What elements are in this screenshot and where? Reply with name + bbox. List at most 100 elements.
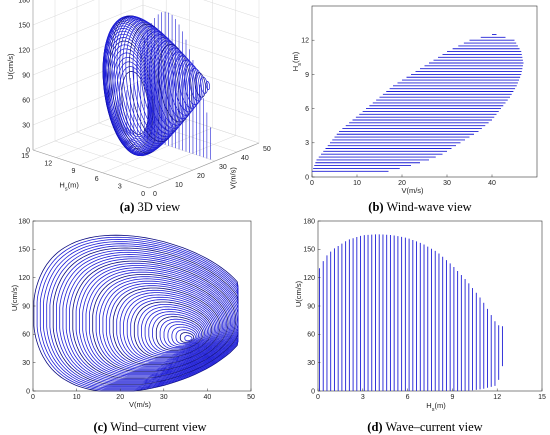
wind-current-ylabel: U(cm/s) — [10, 284, 19, 311]
3d-y-axis-title: Hs(m) — [59, 181, 79, 193]
3d-surface-ring — [149, 37, 189, 129]
wind-current-contour — [89, 271, 230, 373]
wave-current-ylabel: U(cm/s) — [294, 280, 303, 307]
wind-current-contour — [72, 260, 237, 379]
wave-current-y-tick-label: 60 — [307, 332, 315, 339]
caption-b: (b) Wind-wave view — [368, 200, 471, 214]
wind-current-contour — [39, 238, 239, 390]
wind-current-contour — [141, 306, 210, 356]
wind-wave-y-tick-label: 0 — [305, 174, 309, 181]
3d-surface-ring — [178, 59, 200, 109]
wind-current-contour — [82, 267, 233, 376]
wave-current-x-tick-label: 3 — [361, 394, 365, 401]
3d-surface-ring — [140, 31, 185, 135]
3d-surface-ring — [116, 17, 173, 150]
wind-current-contour — [159, 318, 202, 350]
wind-current-contour — [49, 245, 239, 387]
wind-current-contour — [152, 313, 206, 352]
3d-z-axis-title: U(cm/s) — [6, 53, 15, 80]
wind-current-contour — [36, 236, 239, 391]
3d-z-tick-label: 0 — [26, 147, 30, 154]
caption-b-text: Wind-wave view — [386, 200, 471, 214]
wave-current-y-tick-label: 180 — [303, 218, 315, 225]
wind-current-contour — [163, 321, 201, 349]
wind-current-contour — [65, 256, 239, 381]
3d-surface — [102, 11, 211, 160]
wind-wave-xlabel: V(m/s) — [401, 186, 424, 195]
3d-wall-grid-line — [142, 4, 260, 44]
wind-current-contour — [92, 274, 229, 372]
wind-current-y-tick-label: 30 — [22, 360, 30, 367]
wind-wave-y-tick-label: 6 — [305, 106, 309, 113]
wind-wave-series — [312, 34, 524, 172]
wind-current-contour — [46, 243, 239, 388]
wind-current-x-tick-label: 40 — [204, 394, 212, 401]
wind-wave-y-tick-label: 12 — [301, 38, 309, 45]
wave-current-y-tick-label: 0 — [311, 388, 315, 395]
3d-surface-ring — [173, 55, 198, 113]
wind-current-contour — [171, 326, 198, 346]
wind-current-contour — [109, 285, 222, 367]
wind-current-contour — [102, 280, 225, 369]
wave-current-x-tick-label: 15 — [538, 394, 546, 401]
wave-current-xlabel: Hs(m) — [426, 401, 446, 413]
wave-current-x-tick-label: 9 — [450, 394, 454, 401]
wave-current-y-tick-label: 150 — [303, 247, 315, 254]
wave-current-y-tick-label: 120 — [303, 275, 315, 282]
3d-surface-ring — [194, 72, 206, 98]
wind-current-contour — [119, 292, 218, 363]
panel-wind-wave-view: 0 10 20 30 40 0 3 6 9 12 V(m/s) Hs(m) — [291, 5, 538, 195]
3d-surface-ring — [111, 15, 170, 153]
3d-wall-grid-line — [32, 104, 144, 151]
3d-axis-labels: 0 30 60 90 120 150 180 0 10 20 30 40 50 0 3 6 9 12 15 U(cm/… — [6, 0, 271, 198]
3d-x-tick-label: 20 — [197, 173, 205, 180]
wind-current-contour — [137, 304, 211, 357]
caption-a-text: 3D view — [138, 200, 181, 214]
3d-surface-ring — [113, 16, 172, 152]
3d-surface-ring — [119, 18, 175, 148]
wind-current-contour — [148, 311, 207, 354]
wind-current-contour — [85, 269, 232, 374]
3d-z-tick-label: 120 — [18, 47, 30, 54]
wind-current-y-tick-label: 90 — [22, 303, 30, 310]
wind-current-contour — [69, 258, 238, 380]
3d-wall-grid-line — [203, 0, 260, 19]
3d-wall-grid-line — [32, 4, 144, 51]
3d-surface-ring — [183, 63, 202, 105]
panel-wind-current-view: 0 10 20 30 40 50 0 30 60 90 120 150 180 V(m/s) U(cm/s) — [10, 218, 255, 409]
3d-x-axis-title: V(m/s) — [228, 167, 237, 190]
3d-surface-ring — [110, 48, 153, 146]
3d-y-tick-label: 6 — [95, 176, 99, 183]
wind-current-contour — [43, 241, 239, 389]
wind-current-y-tick-label: 150 — [18, 247, 30, 254]
wind-current-xlabel: V(m/s) — [129, 400, 152, 409]
wind-current-contour — [99, 278, 226, 370]
wave-current-series — [319, 234, 503, 391]
3d-y-tick-label: 9 — [71, 168, 75, 175]
3d-z-tick-label: 150 — [18, 22, 30, 29]
wind-current-contour — [59, 251, 239, 383]
wind-wave-x-tick-label: 40 — [488, 180, 496, 187]
wind-current-contour — [126, 296, 215, 361]
3d-axis-edge — [32, 149, 150, 189]
wind-wave-x-tick-label: 20 — [398, 180, 406, 187]
caption-a-label: (a) — [120, 200, 135, 214]
wind-current-x-tick-label: 10 — [73, 394, 81, 401]
3d-wall-grid-line — [32, 79, 144, 126]
caption-d-text: Wave–current view — [385, 420, 482, 434]
3d-surface-ring — [109, 15, 169, 154]
wind-current-contour — [133, 301, 213, 358]
wind-current-contour — [105, 283, 224, 368]
3d-x-tick-label: 30 — [219, 164, 227, 171]
wind-current-y-tick-label: 60 — [22, 332, 30, 339]
3d-z-tick-label: 180 — [18, 0, 30, 4]
wind-current-contour — [144, 308, 208, 355]
3d-y-tick-label: 0 — [141, 191, 145, 198]
3d-z-tick-label: 60 — [22, 97, 30, 104]
wind-current-contour — [112, 287, 221, 365]
3d-surface-ring — [114, 56, 151, 142]
wind-wave-x-tick-label: 0 — [310, 180, 314, 187]
3d-wall-grid-line — [142, 29, 260, 69]
3d-surface-ring — [125, 21, 178, 145]
3d-surface-ring — [132, 26, 181, 140]
